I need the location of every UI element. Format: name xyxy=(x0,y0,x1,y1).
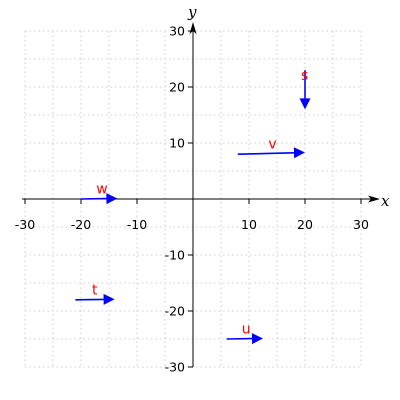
vector-arrowhead xyxy=(106,193,118,205)
x-axis-label: x xyxy=(381,192,390,210)
y-axis-label: y xyxy=(187,3,197,21)
vector-w: w xyxy=(80,182,118,205)
vector-shaft xyxy=(237,151,295,155)
vector-u: u xyxy=(226,322,263,345)
y-tick-label: 20 xyxy=(169,80,185,95)
y-tick-label: -10 xyxy=(165,248,185,263)
x-axis-arrow xyxy=(368,195,380,203)
y-tick-label: -30 xyxy=(165,360,185,375)
x-tick-label: -10 xyxy=(127,217,147,232)
vector-label: u xyxy=(242,322,251,338)
vector-label: s xyxy=(301,68,308,84)
vectors: s v w t u xyxy=(75,68,311,345)
x-tick-label: -20 xyxy=(71,217,91,232)
y-tick-label: -20 xyxy=(165,304,185,319)
vector-label: t xyxy=(92,283,98,299)
vector-label: w xyxy=(96,182,107,198)
vector-t: t xyxy=(75,283,115,305)
x-tick-label: 20 xyxy=(297,217,313,232)
vector-arrowhead xyxy=(299,98,311,110)
tick-labels: -30 -20 -10 10 20 30 -30 -20 -10 10 20 30 xyxy=(15,24,369,375)
y-tick-label: 30 xyxy=(169,24,185,39)
vector-s: s xyxy=(299,68,311,110)
vector-arrowhead xyxy=(103,293,115,305)
axes xyxy=(22,22,380,368)
vector-v: v xyxy=(237,136,305,159)
vector-arrowhead xyxy=(293,147,305,159)
x-tick-label: 10 xyxy=(241,217,257,232)
x-tick-label: -30 xyxy=(15,217,35,232)
x-tick-label: 30 xyxy=(353,217,369,232)
y-tick-label: 10 xyxy=(169,136,185,151)
vector-arrowhead xyxy=(251,333,263,345)
vector-label: v xyxy=(268,136,276,152)
